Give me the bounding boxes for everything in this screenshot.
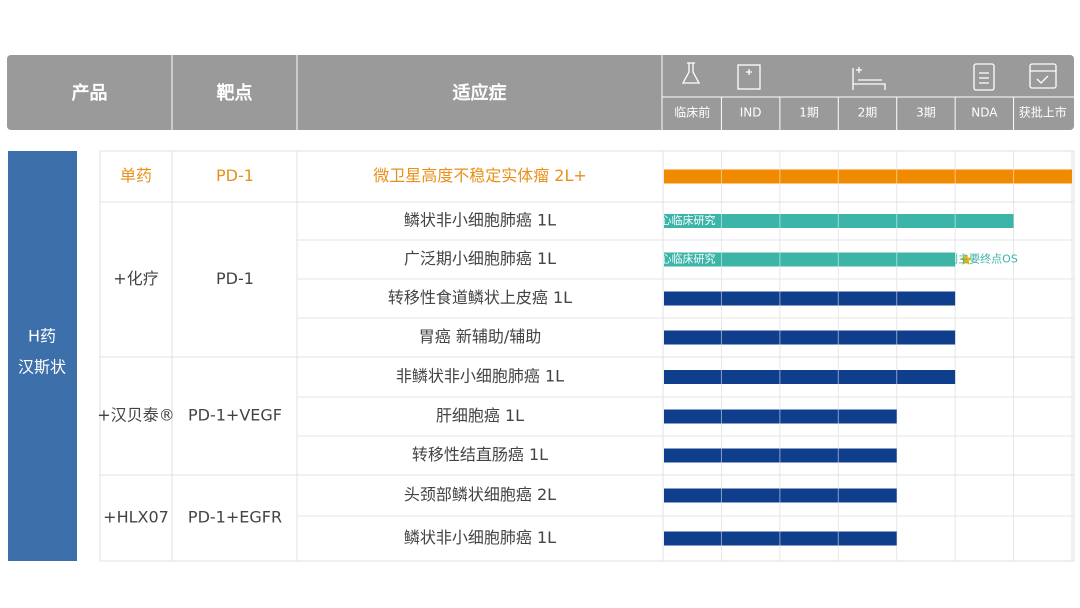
- stage-bar: [664, 448, 897, 463]
- indication: 广泛期小细胞肺癌 1L: [404, 249, 556, 268]
- stage-bar: [664, 488, 897, 503]
- stage-label: 获批上市: [1019, 105, 1067, 120]
- target: PD-1+EGFR: [188, 508, 282, 527]
- indication: 胃癌 新辅助/辅助: [419, 327, 541, 346]
- stage-icons: [681, 62, 1057, 91]
- column-header: 靶点: [217, 82, 253, 104]
- drug-name: 汉斯状: [18, 358, 66, 377]
- product: 单药: [120, 166, 152, 185]
- column-header: 适应症: [453, 82, 507, 104]
- stage-bar: [664, 531, 897, 546]
- drug-name: H药: [28, 327, 56, 346]
- stage-bar: [664, 169, 1072, 184]
- bar-label: 国际多中心临床研究: [617, 252, 716, 266]
- product: +HLX07: [103, 508, 169, 527]
- stage-label: 临床前: [674, 105, 710, 120]
- stage-bar: [664, 330, 956, 345]
- table-frame: [99, 150, 1075, 562]
- product: +汉贝泰®: [97, 406, 174, 425]
- stage-label: 3期: [916, 106, 936, 120]
- stage-label: 1期: [799, 106, 819, 120]
- header-bar: [7, 55, 1074, 130]
- note: 达到主要终点OS: [936, 252, 1018, 266]
- stage-bar: [664, 291, 956, 306]
- indication: 微卫星高度不稳定实体瘤 2L+: [373, 166, 587, 185]
- column-header: 产品: [72, 82, 108, 104]
- star-icon: [960, 253, 972, 265]
- target: PD-1: [216, 269, 254, 288]
- stage-bar: [664, 370, 956, 384]
- stage-bar: [664, 252, 956, 267]
- indication: 转移性食道鳞状上皮癌 1L: [388, 288, 572, 307]
- indication: 鳞状非小细胞肺癌 1L: [404, 211, 556, 230]
- indication: 转移性结直肠癌 1L: [412, 445, 548, 464]
- target: PD-1+VEGF: [188, 406, 282, 425]
- stage-bar: [664, 409, 897, 424]
- drug-box: [8, 151, 77, 561]
- target: PD-1: [216, 166, 254, 185]
- stage-label: NDA: [971, 106, 998, 120]
- indication: 头颈部鳞状细胞癌 2L: [404, 485, 556, 504]
- indication: 肝细胞癌 1L: [436, 406, 524, 425]
- bar-label: 国际多中心临床研究: [617, 213, 716, 227]
- stage-label: IND: [740, 106, 762, 120]
- indication: 鳞状非小细胞肺癌 1L: [404, 528, 556, 547]
- stage-label: 2期: [858, 106, 878, 120]
- indication: 非鳞状非小细胞肺癌 1L: [396, 367, 564, 386]
- product: +化疗: [113, 269, 158, 288]
